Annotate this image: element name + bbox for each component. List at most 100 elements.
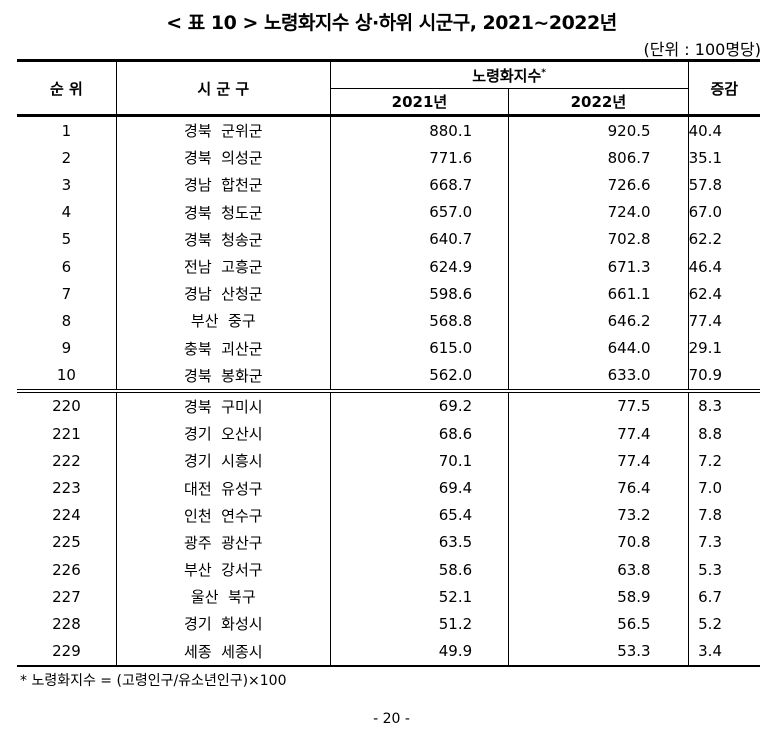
value-2022-cell: 724.0 (508, 198, 689, 226)
rank-cell: 224 (17, 501, 117, 529)
value-2021-cell: 69.4 (330, 474, 510, 502)
change-cell: 35.1 (688, 148, 722, 167)
table-row: 2 경북 의성군 771.6 806.7 35.1 (17, 144, 760, 172)
table-row: 224 인천 연수구 65.4 73.2 7.8 (17, 501, 760, 529)
value-2022-cell: 53.3 (508, 637, 689, 666)
table-row: 1 경북 군위군 880.1 920.5 40.4 (17, 115, 760, 145)
rank-cell: 10 (17, 361, 117, 391)
header-rank: 순 위 (17, 60, 117, 116)
rank-cell: 227 (17, 583, 117, 611)
region-cell: 세종 세종시 (116, 637, 331, 666)
change-cell: 8.3 (688, 388, 760, 421)
value-2021-cell: 52.1 (330, 583, 510, 611)
value-2022-cell: 702.8 (508, 225, 689, 253)
value-2022-cell: 63.8 (508, 556, 689, 584)
table-row: 220 경북 구미시 69.2 77.5 8.3 (17, 388, 760, 421)
value-2022-cell: 646.2 (508, 307, 689, 335)
table-row: 5 경북 청송군 640.7 702.8 62.2 (17, 225, 760, 253)
value-2022-cell: 726.6 (508, 171, 689, 199)
region-cell: 대전 유성구 (116, 474, 331, 502)
value-2021-cell: 624.9 (330, 252, 510, 281)
region-cell: 부산 중구 (116, 307, 331, 335)
table-row: 221 경기 오산시 68.6 77.4 8.8 (17, 420, 760, 448)
rank-cell: 226 (17, 556, 117, 584)
rank-cell: 3 (17, 171, 117, 199)
bottom-rows: 220 경북 구미시 69.2 77.5 8.3 221 경기 오산시 68.6 77.4 8.8… (17, 388, 760, 666)
table-title: < 표 10 > 노령화지수 상·하위 시군구, 2021~2022년 (166, 12, 617, 34)
value-2022-cell: 56.5 (508, 610, 689, 638)
value-2021-cell: 63.5 (330, 528, 510, 556)
value-2022-cell: 77.4 (508, 447, 689, 475)
value-2022-cell: 73.2 (508, 501, 689, 529)
change-cell: 5.3 (698, 560, 722, 579)
table-row: 3 경남 합천군 668.7 726.6 57.8 (17, 171, 760, 199)
table-row: 8 부산 중구 568.8 646.2 77.4 (17, 307, 760, 335)
table-row: 228 경기 화성시 51.2 56.5 5.2 (17, 610, 760, 638)
region-cell: 경기 시흥시 (116, 447, 331, 475)
rank-cell: 225 (17, 528, 117, 556)
region-cell: 경남 산청군 (116, 280, 331, 308)
value-2021-cell: 668.7 (330, 171, 510, 199)
header-2022: 2022년 (508, 88, 689, 116)
rank-cell: 1 (17, 115, 117, 145)
rank-cell: 229 (17, 637, 117, 666)
region-cell: 전남 고흥군 (116, 252, 331, 281)
value-2021-cell: 771.6 (330, 144, 510, 172)
change-cell: 67.0 (688, 203, 722, 222)
value-2022-cell: 644.0 (508, 334, 689, 362)
rank-cell: 6 (17, 252, 117, 281)
change-cell: 62.2 (688, 230, 722, 249)
rank-cell: 221 (17, 420, 117, 448)
page-number: - 20 - (373, 711, 410, 727)
change-cell: 62.4 (688, 284, 722, 303)
change-cell: 7.0 (698, 479, 722, 498)
table-row: 6 전남 고흥군 624.9 671.3 46.4 (17, 252, 760, 281)
rank-cell: 222 (17, 447, 117, 475)
change-cell: 70.9 (688, 366, 722, 385)
region-cell: 경기 화성시 (116, 610, 331, 638)
value-2021-cell: 58.6 (330, 556, 510, 584)
value-2022-cell: 77.4 (508, 420, 689, 448)
change-cell: 5.2 (698, 614, 722, 633)
change-cell: 8.8 (698, 424, 722, 443)
region-cell: 경북 봉화군 (116, 361, 331, 391)
value-2021-cell: 70.1 (330, 447, 510, 475)
value-2021-cell: 880.1 (330, 115, 510, 145)
change-cell: 29.1 (688, 339, 722, 358)
region-cell: 부산 강서구 (116, 556, 331, 584)
change-cell: 40.4 (688, 121, 722, 140)
rank-cell: 7 (17, 280, 117, 308)
table-row: 227 울산 북구 52.1 58.9 6.7 (17, 583, 760, 611)
rank-cell: 8 (17, 307, 117, 335)
header-index-label: 노령화지수 (472, 66, 542, 85)
region-cell: 경북 청도군 (116, 198, 331, 226)
change-cell: 6.7 (698, 587, 722, 606)
change-cell: 7.8 (698, 506, 722, 525)
region-cell: 경기 오산시 (116, 420, 331, 448)
region-cell: 광주 광산구 (116, 528, 331, 556)
table-row: 229 세종 세종시 49.9 53.3 3.4 (17, 637, 760, 666)
value-2022-cell: 58.9 (508, 583, 689, 611)
change-cell: 7.3 (698, 533, 722, 552)
value-2022-cell: 806.7 (508, 144, 689, 172)
value-2021-cell: 51.2 (330, 610, 510, 638)
region-cell: 경남 합천군 (116, 171, 331, 199)
table-row: 7 경남 산청군 598.6 661.1 62.4 (17, 280, 760, 308)
rank-cell: 223 (17, 474, 117, 502)
rank-cell: 220 (17, 388, 117, 421)
rank-cell: 228 (17, 610, 117, 638)
value-2022-cell: 671.3 (508, 252, 689, 281)
value-2021-cell: 49.9 (330, 637, 510, 666)
region-cell: 경북 의성군 (116, 144, 331, 172)
header-change: 증감 (710, 79, 739, 98)
table-row: 226 부산 강서구 58.6 63.8 5.3 (17, 556, 760, 584)
table-row: 4 경북 청도군 657.0 724.0 67.0 (17, 198, 760, 226)
table-row: 10 경북 봉화군 562.0 633.0 70.9 (17, 361, 760, 391)
footnote-mark: * (541, 67, 547, 78)
rank-cell: 9 (17, 334, 117, 362)
value-2021-cell: 69.2 (330, 388, 510, 421)
rank-cell: 2 (17, 144, 117, 172)
region-cell: 경북 구미시 (116, 388, 331, 421)
rank-cell: 4 (17, 198, 117, 226)
footnote: * 노령화지수 = (고령인구/유소년인구)×100 (20, 673, 287, 689)
